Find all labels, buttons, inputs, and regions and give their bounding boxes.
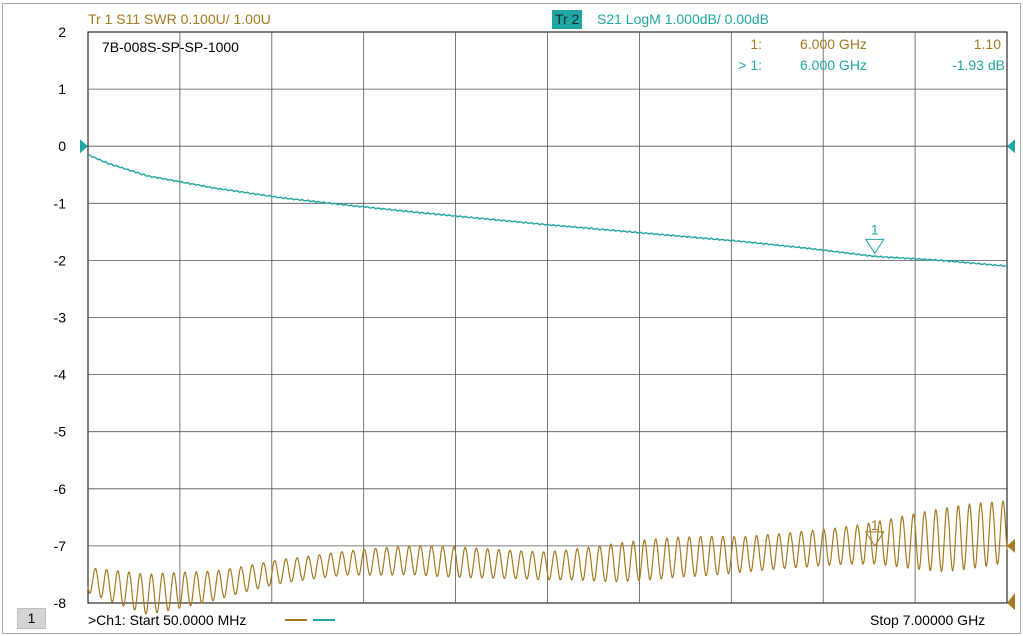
y-tick-label: 1 bbox=[58, 81, 66, 97]
marker-row1-label: 1: bbox=[750, 36, 762, 52]
y-tick-label: -5 bbox=[54, 424, 67, 440]
marker-row2-freq: 6.000 GHz bbox=[800, 57, 867, 73]
y-tick-label: -2 bbox=[54, 252, 67, 268]
y-tick-label: -7 bbox=[54, 538, 67, 554]
trace1-header[interactable]: Tr 1 S11 SWR 0.100U/ 1.00U bbox=[88, 11, 271, 27]
start-frequency: >Ch1: Start 50.0000 MHz bbox=[88, 612, 247, 628]
marker-label-s21: 1 bbox=[871, 221, 879, 237]
reference-arrow-right-s11 bbox=[1007, 538, 1015, 553]
marker-row1-value: 1.10 bbox=[974, 36, 1001, 52]
channel-badge[interactable]: 1 bbox=[17, 608, 46, 629]
trace-s11 bbox=[87, 500, 1008, 615]
y-tick-label: 0 bbox=[58, 138, 66, 154]
reference-arrow-left-s21 bbox=[80, 139, 88, 154]
reference-arrow-bottom-s11 bbox=[1007, 593, 1015, 610]
marker-triangle-s21 bbox=[864, 238, 885, 255]
marker-label-s11: 1 bbox=[871, 517, 879, 533]
y-tick-label: -8 bbox=[54, 595, 67, 611]
marker-row2-label: > 1: bbox=[738, 57, 762, 73]
trace2-header[interactable]: S21 LogM 1.000dB/ 0.00dB bbox=[597, 11, 770, 27]
y-tick-label: -6 bbox=[54, 481, 67, 497]
marker-triangle-s11 bbox=[864, 531, 885, 547]
reference-arrow-right-s21 bbox=[1007, 139, 1015, 154]
trace-s21 bbox=[87, 154, 1008, 268]
stop-frequency: Stop 7.00000 GHz bbox=[870, 612, 986, 628]
y-tick-label: -1 bbox=[54, 195, 67, 211]
y-tick-label: -3 bbox=[54, 310, 67, 326]
trace2-badge[interactable]: Tr 2 bbox=[552, 10, 583, 29]
marker-row1-freq: 6.000 GHz bbox=[800, 36, 867, 52]
y-tick-label: -4 bbox=[54, 367, 67, 383]
trace-legend-lines bbox=[285, 619, 335, 621]
chart-title: 7B-008S-SP-SP-1000 bbox=[102, 39, 239, 55]
y-tick-label: 2 bbox=[58, 24, 66, 40]
marker-row2-value: -1.93 dB bbox=[952, 57, 1005, 73]
analyzer-frame bbox=[2, 3, 1021, 634]
